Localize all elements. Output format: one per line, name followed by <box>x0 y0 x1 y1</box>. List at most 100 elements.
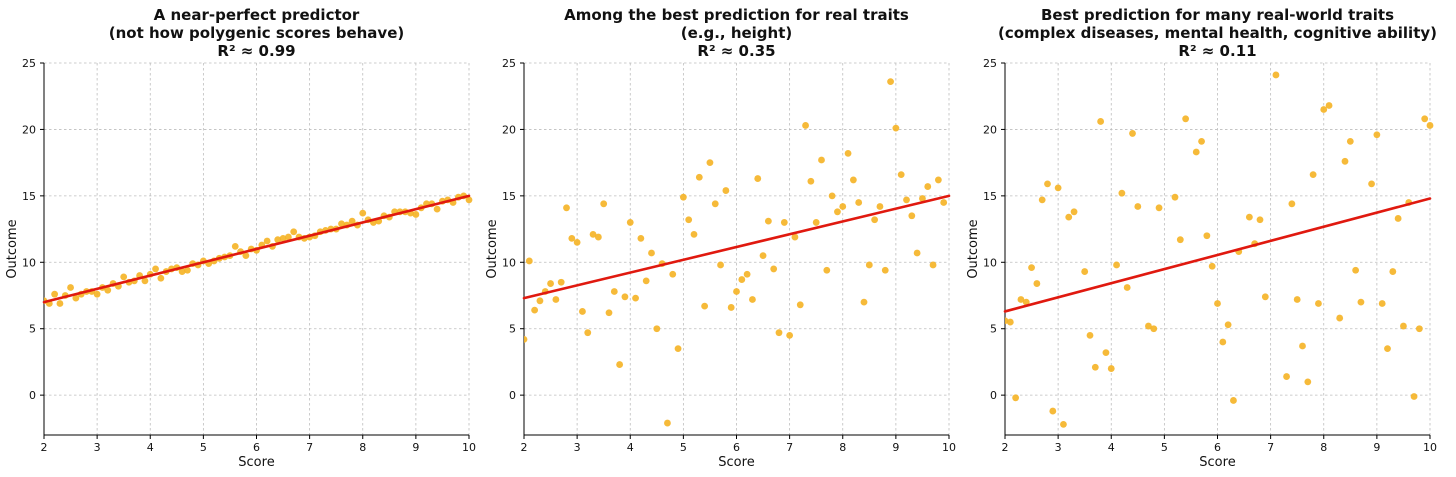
scatter-point <box>157 274 165 282</box>
scatter-point <box>1155 204 1163 212</box>
scatter-point <box>849 176 857 184</box>
scatter-point <box>844 149 852 157</box>
scatter-point <box>818 156 825 164</box>
scatter-point <box>727 304 735 311</box>
chart-title-line: R² ≈ 0.35 <box>697 42 775 60</box>
scatter-point <box>929 261 937 269</box>
y-tick-label: 0 <box>29 389 36 402</box>
scatter-point <box>1118 189 1126 197</box>
x-tick-label: 7 <box>786 441 793 454</box>
scatter-point <box>1421 115 1429 123</box>
chart-title-line: (e.g., height) <box>681 24 793 42</box>
y-tick-label: 25 <box>22 57 36 70</box>
scatter-point <box>1299 342 1306 350</box>
scatter-point <box>51 290 59 298</box>
scatter-point <box>807 177 815 185</box>
scatter-point <box>733 288 740 295</box>
scatter-point <box>1171 193 1179 201</box>
scatter-point <box>610 288 618 295</box>
scatter-point <box>1336 314 1344 322</box>
chart-title-line: A near-perfect predictor <box>154 6 360 24</box>
scatter-point <box>178 268 186 275</box>
scatter-point <box>573 238 581 246</box>
scatter-point <box>1060 420 1067 428</box>
scatter-point <box>1272 71 1280 79</box>
y-tick-label: 5 <box>29 323 36 336</box>
scatter-point <box>141 277 149 285</box>
scatter-point <box>1224 321 1232 329</box>
scatter-point <box>1378 300 1386 307</box>
scatter-point <box>1113 261 1120 269</box>
scatter-point <box>1373 131 1381 139</box>
scatter-point <box>1070 208 1078 216</box>
x-tick-label: 4 <box>627 441 634 454</box>
scatter-point <box>690 230 698 238</box>
chart-title-line: (not how polygenic scores behave) <box>109 24 404 42</box>
scatter-point <box>1086 331 1094 339</box>
scatter-point <box>1309 171 1317 179</box>
scatter-point <box>1341 157 1349 165</box>
scatter-point <box>1033 280 1041 287</box>
scatter-point <box>1315 300 1322 307</box>
scatter-point <box>855 199 863 206</box>
x-tick-label: 2 <box>521 441 528 454</box>
scatter-point <box>1214 300 1221 307</box>
scatter-point <box>348 217 356 225</box>
x-tick-label: 3 <box>574 441 581 454</box>
scatter-point <box>531 306 539 314</box>
x-axis-label: Score <box>1199 455 1235 470</box>
scatter-point <box>1245 213 1253 221</box>
scatter-point <box>1389 268 1397 275</box>
scatter-point <box>594 233 602 241</box>
scatter-point <box>1219 338 1227 346</box>
scatter-point <box>433 205 441 213</box>
scatter-point <box>290 228 298 236</box>
scatter-point <box>865 261 873 269</box>
scatter-point <box>1352 266 1360 274</box>
scatter-point <box>1102 349 1110 357</box>
scatter-point <box>1038 196 1046 204</box>
y-tick-label: 0 <box>990 389 997 402</box>
x-tick-label: 9 <box>412 441 419 454</box>
x-tick-label: 6 <box>733 441 740 454</box>
scatter-point <box>653 325 661 333</box>
x-tick-label: 6 <box>1214 441 1221 454</box>
scatter-point <box>1288 200 1296 208</box>
scatter-point <box>828 192 836 200</box>
x-tick-label: 2 <box>41 441 48 454</box>
scatter-point <box>605 309 613 317</box>
scatter-point <box>754 175 762 182</box>
x-tick-label: 10 <box>942 441 956 454</box>
scatter-points <box>1005 71 1434 428</box>
scatter-point <box>695 173 703 181</box>
scatter-point <box>1006 318 1014 326</box>
scatter-point <box>791 233 799 241</box>
scatter-point <box>1022 298 1030 306</box>
regression-line <box>522 194 951 300</box>
scatter-point <box>184 266 191 274</box>
scatter-point <box>1293 296 1301 303</box>
scatter-point <box>1182 115 1190 123</box>
scatter-point <box>1150 325 1158 333</box>
chart-title-line: R² ≈ 0.99 <box>217 42 295 60</box>
scatter-point <box>621 293 629 301</box>
scatter-point <box>881 266 889 274</box>
scatter-point <box>892 124 900 132</box>
scatter-point <box>1028 264 1035 271</box>
y-tick-label: 20 <box>983 123 997 136</box>
scatter-point <box>642 277 650 285</box>
scatter-point <box>780 219 788 226</box>
scatter-point <box>1134 203 1142 210</box>
chart-title-line: Best prediction for many real-world trai… <box>1041 6 1394 24</box>
scatter-point <box>56 300 64 307</box>
scatter-point <box>802 122 809 129</box>
scatter-point <box>1384 345 1391 353</box>
y-tick-label: 25 <box>502 57 516 70</box>
scatter-point <box>1054 184 1062 192</box>
scatter-point <box>717 261 724 269</box>
y-tick-label: 15 <box>502 190 516 203</box>
scatter-point <box>770 265 778 273</box>
scatter-point <box>812 219 820 226</box>
scatter-point <box>903 196 910 204</box>
scatter-point <box>706 159 714 167</box>
